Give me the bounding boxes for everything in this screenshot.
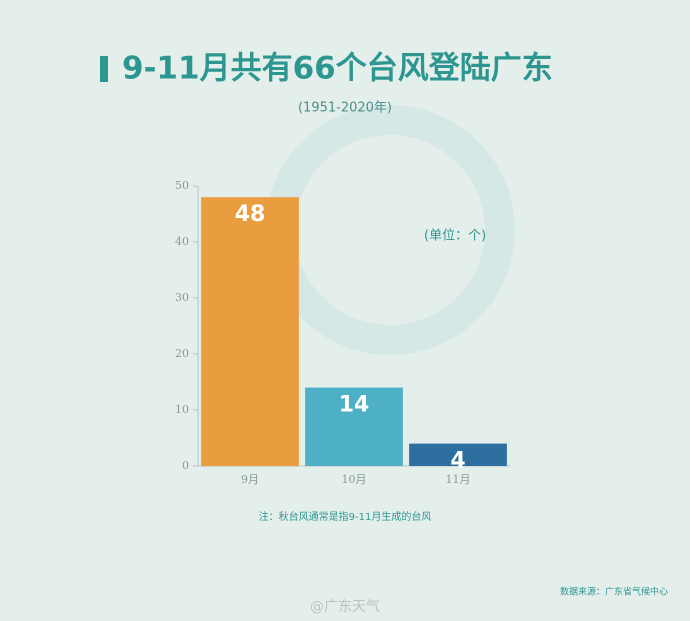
- x-tick-label: 9月: [241, 473, 259, 486]
- y-tick-label: 50: [175, 179, 189, 192]
- chart-title: 9-11月共有66个台风登陆广东: [122, 51, 553, 87]
- data-label: 48: [235, 202, 266, 227]
- y-tick-label: 40: [175, 235, 189, 248]
- title-marker: [100, 56, 108, 82]
- x-tick-label: 10月: [342, 473, 367, 486]
- y-tick-label: 10: [175, 403, 189, 416]
- data-label: 14: [339, 393, 370, 418]
- note: 注：秋台风通常是指9-11月生成的台风: [259, 510, 432, 523]
- source: 数据来源：广东省气候中心: [560, 586, 668, 598]
- bar: [409, 443, 507, 466]
- unit-annotation: (单位：个): [424, 229, 486, 244]
- data-label: 4: [450, 449, 465, 474]
- watermark: @广东天气: [310, 599, 380, 615]
- y-tick-label: 0: [182, 459, 189, 472]
- y-tick-label: 20: [175, 347, 189, 360]
- y-tick-label: 30: [175, 291, 189, 304]
- bar: [305, 387, 403, 466]
- x-tick-label: 11月: [446, 473, 471, 486]
- chart-subtitle: (1951-2020年): [298, 101, 392, 116]
- bar: [201, 197, 299, 466]
